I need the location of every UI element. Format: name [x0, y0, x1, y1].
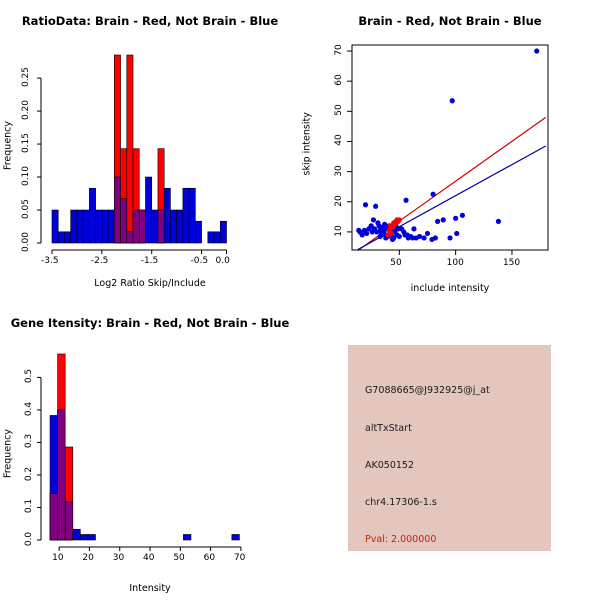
event-type-text: altTxStart [365, 423, 412, 434]
scatter-ylabel: skip intensity [301, 112, 313, 176]
tick-label: 0.0 [215, 256, 230, 266]
tick-label: 70 [334, 44, 344, 56]
tick-label: 70 [233, 553, 246, 563]
scatter-panel: Brain - Red, Not Brain - Blue include in… [300, 0, 600, 300]
tick-label: -2.5 [90, 256, 109, 266]
tick-label: 0.00 [21, 231, 31, 253]
ratio-histogram-ylabel: Frequency [2, 120, 14, 171]
tick-label: 0.05 [21, 199, 31, 220]
scatter-title: Brain - Red, Not Brain - Blue [358, 14, 542, 28]
tick-label: 0.3 [24, 434, 34, 449]
tick-label: 0.4 [24, 401, 34, 417]
tick-label: 40 [143, 553, 155, 563]
tick-label: 30 [112, 553, 125, 563]
tick-label: 0.25 [21, 67, 31, 88]
accession-text: AK050152 [365, 460, 414, 471]
scatter-canvas [347, 44, 549, 255]
locus-text: chr4.17306-1.s [365, 497, 437, 508]
gene-histogram-canvas [37, 353, 242, 551]
pvalue-text: Pval: 2.000000 [365, 534, 437, 545]
gene-histogram-panel: Gene Itensity: Brain - Red, Not Brain - … [0, 300, 300, 600]
tick-label: 0.15 [21, 133, 31, 154]
tick-label: 0.0 [24, 531, 34, 547]
tick-label: -3.5 [40, 256, 59, 266]
scatter-xlabel: include intensity [410, 283, 490, 294]
tick-label: 40 [334, 134, 344, 147]
tick-label: 0.5 [24, 369, 34, 384]
gene-histogram-xlabel: Intensity [129, 583, 171, 594]
tick-label: 50 [390, 258, 402, 268]
tick-label: 0.2 [24, 466, 34, 482]
tick-label: 10 [334, 225, 344, 237]
gene-histogram-title: Gene Itensity: Brain - Red, Not Brain - … [10, 316, 290, 330]
tick-label: 0.10 [21, 166, 31, 187]
tick-label: 150 [502, 258, 521, 268]
tick-label: 0.20 [21, 100, 31, 121]
tick-label: 100 [446, 258, 464, 268]
tick-label: -1.5 [140, 256, 159, 266]
tick-label: 20 [334, 195, 344, 207]
probe-id-text: G7088665@J932925@j_at [365, 385, 490, 396]
gene-histogram-ylabel: Frequency [2, 428, 14, 479]
info-panel: G7088665@J932925@j_at altTxStart AK05015… [300, 300, 600, 600]
ratio-histogram-panel: RatioData: Brain - Red, Not Brain - Blue… [0, 0, 300, 300]
ratio-histogram-xlabel: Log2 Ratio Skip/Include [94, 278, 206, 289]
tick-label: 0.1 [24, 499, 34, 514]
tick-label: 10 [52, 553, 64, 563]
ratio-histogram-title: RatioData: Brain - Red, Not Brain - Blue [21, 14, 279, 28]
ratio-histogram-canvas [37, 54, 228, 254]
tick-label: 30 [334, 164, 344, 177]
tick-label: -0.5 [190, 256, 209, 266]
tick-label: 60 [203, 553, 216, 563]
gene-info-box: G7088665@J932925@j_at altTxStart AK05015… [348, 345, 551, 551]
tick-label: 50 [334, 104, 344, 117]
tick-label: 50 [173, 553, 185, 563]
tick-label: 60 [334, 74, 344, 86]
tick-label: 20 [82, 553, 94, 563]
